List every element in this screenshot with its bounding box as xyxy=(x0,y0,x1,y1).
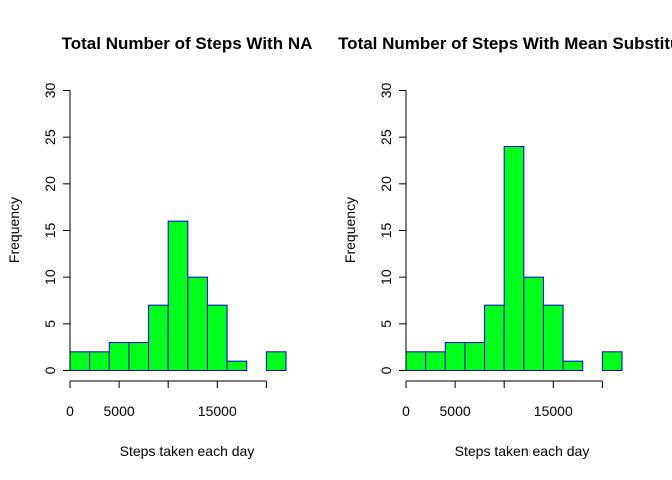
histogram-bar xyxy=(226,360,248,371)
y-tick-label: 0 xyxy=(378,366,394,374)
histogram-panel-mean-substituted: Total Number of Steps With Mean Substitu… xyxy=(338,34,672,459)
histogram-bar xyxy=(562,360,584,371)
x-axis: 0 5000 15000 xyxy=(402,380,603,419)
bars xyxy=(69,220,287,372)
histogram-bar xyxy=(464,342,486,371)
histogram-bar xyxy=(265,351,287,372)
histogram-bar xyxy=(542,304,564,371)
y-tick-label: 10 xyxy=(42,269,58,285)
y-tick-label: 30 xyxy=(378,83,394,99)
histogram-bar xyxy=(148,304,169,371)
x-tick-label: 15000 xyxy=(198,403,237,419)
x-tick-label: 5000 xyxy=(440,403,471,419)
y-axis-label: Frequency xyxy=(6,197,22,263)
y-tick-label: 15 xyxy=(42,223,58,239)
histogram-bar xyxy=(405,351,427,372)
y-tick-label: 30 xyxy=(42,83,58,99)
y-tick-label: 0 xyxy=(42,366,58,374)
x-tick-label: 0 xyxy=(402,403,410,419)
histogram-bar xyxy=(444,342,466,371)
x-axis-label: Steps taken each day xyxy=(455,443,590,459)
histogram-bar xyxy=(425,351,446,372)
chart-title: Total Number of Steps With Mean Substitu… xyxy=(338,34,672,53)
y-tick-label: 5 xyxy=(378,320,394,328)
histogram-bar xyxy=(187,276,208,371)
histogram-bar xyxy=(523,276,544,371)
histogram-bar xyxy=(69,351,91,372)
y-axis: 0 5 10 15 20 25 30 xyxy=(42,83,71,374)
x-tick-label: 0 xyxy=(66,403,74,419)
y-tick-label: 20 xyxy=(378,176,394,192)
histogram-bar xyxy=(108,342,130,371)
y-tick-label: 5 xyxy=(42,320,58,328)
histogram-bar xyxy=(167,220,189,371)
histogram-bar xyxy=(206,304,228,371)
histogram-bar xyxy=(601,351,623,372)
y-tick-label: 25 xyxy=(42,129,58,145)
y-tick-label: 10 xyxy=(378,269,394,285)
y-tick-label: 20 xyxy=(42,176,58,192)
x-tick-label: 5000 xyxy=(104,403,135,419)
histogram-bar xyxy=(128,342,150,371)
bars xyxy=(405,146,623,372)
histogram-bar xyxy=(89,351,110,372)
histogram-bar xyxy=(503,146,525,371)
x-axis: 0 5000 15000 xyxy=(66,380,267,419)
histogram-bar xyxy=(484,304,505,371)
y-axis: 0 5 10 15 20 25 30 xyxy=(378,83,407,374)
histogram-panel-with-na: Total Number of Steps With NA Frequency … xyxy=(6,34,312,459)
y-axis-label: Frequency xyxy=(342,197,358,263)
chart-title: Total Number of Steps With NA xyxy=(62,34,313,53)
x-tick-label: 15000 xyxy=(534,403,573,419)
x-axis-label: Steps taken each day xyxy=(120,443,255,459)
y-tick-label: 15 xyxy=(378,223,394,239)
y-tick-label: 25 xyxy=(378,129,394,145)
